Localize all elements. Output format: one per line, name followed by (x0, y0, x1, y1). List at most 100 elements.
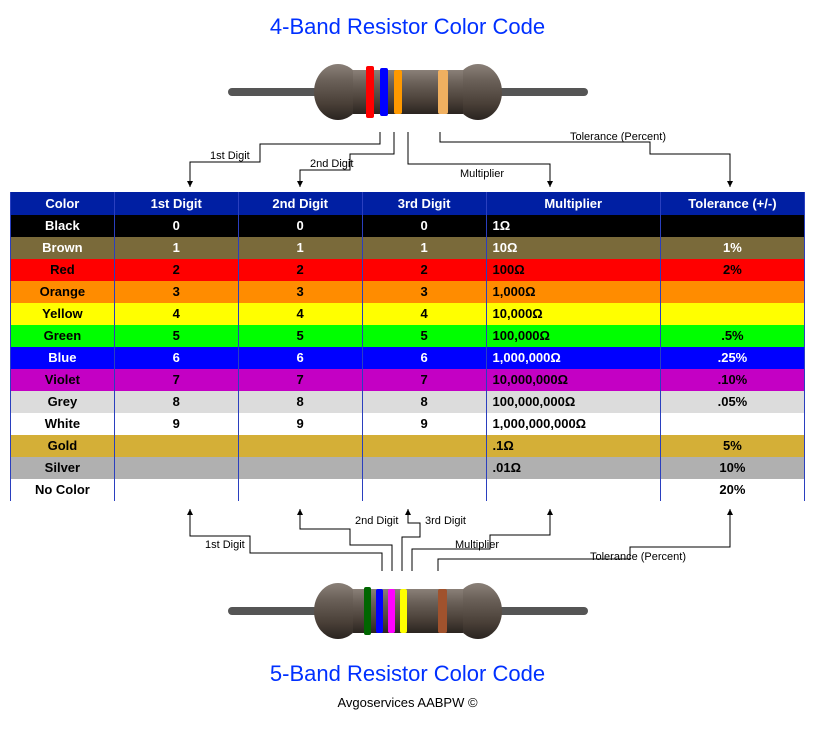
table-cell: 4 (362, 303, 486, 325)
table-cell: 7 (238, 369, 362, 391)
callout-1st-digit-bottom: 1st Digit (205, 539, 245, 551)
table-row: Blue6661,000,000Ω.25% (11, 347, 805, 369)
table-cell (362, 479, 486, 501)
callout-3rd-digit-bottom: 3rd Digit (425, 515, 466, 527)
table-cell: 6 (362, 347, 486, 369)
table-cell: Brown (11, 237, 115, 259)
table-cell: Black (11, 215, 115, 237)
table-cell: 1,000Ω (486, 281, 660, 303)
table-cell: 4 (114, 303, 238, 325)
table-cell (362, 457, 486, 479)
title-4band: 4-Band Resistor Color Code (10, 14, 805, 40)
table-cell: 6 (238, 347, 362, 369)
table-cell: 1Ω (486, 215, 660, 237)
table-cell: 9 (362, 413, 486, 435)
table-row: Violet77710,000,000Ω.10% (11, 369, 805, 391)
table-cell: .01Ω (486, 457, 660, 479)
table-cell: 4 (238, 303, 362, 325)
table-header: 1st Digit (114, 192, 238, 215)
callout-multiplier-top: Multiplier (460, 168, 504, 180)
table-cell: No Color (11, 479, 115, 501)
table-cell: Orange (11, 281, 115, 303)
table-cell: 1 (362, 237, 486, 259)
table-cell (238, 479, 362, 501)
color-code-table: Color1st Digit2nd Digit3rd DigitMultipli… (10, 192, 805, 501)
table-cell: .10% (660, 369, 804, 391)
table-cell: 5 (114, 325, 238, 347)
table-cell (238, 435, 362, 457)
table-cell: 100,000Ω (486, 325, 660, 347)
table-row: Orange3331,000Ω (11, 281, 805, 303)
table-cell (114, 435, 238, 457)
callout-tolerance-top: Tolerance (Percent) (570, 131, 666, 143)
table-cell: 1 (238, 237, 362, 259)
table-cell: 5% (660, 435, 804, 457)
table-cell: 9 (238, 413, 362, 435)
table-cell: 100Ω (486, 259, 660, 281)
table-cell: 6 (114, 347, 238, 369)
table-cell: 2 (238, 259, 362, 281)
callout-1st-digit-top: 1st Digit (210, 150, 250, 162)
table-row: Green555100,000Ω.5% (11, 325, 805, 347)
table-cell: Blue (11, 347, 115, 369)
callout-2nd-digit-bottom: 2nd Digit (355, 515, 398, 527)
credit-line: Avgoservices AABPW © (10, 695, 805, 710)
callout-tolerance-bottom: Tolerance (Percent) (590, 551, 686, 563)
table-cell (660, 281, 804, 303)
table-cell: 1 (114, 237, 238, 259)
table-cell: 3 (238, 281, 362, 303)
table-cell: 10,000Ω (486, 303, 660, 325)
table-cell: 2 (114, 259, 238, 281)
table-cell: White (11, 413, 115, 435)
table-cell: 10Ω (486, 237, 660, 259)
table-cell: Yellow (11, 303, 115, 325)
table-cell: 3 (114, 281, 238, 303)
callouts-top: 1st Digit 2nd Digit Multiplier Tolerance… (10, 132, 805, 192)
table-header: Tolerance (+/-) (660, 192, 804, 215)
table-cell: 8 (238, 391, 362, 413)
table-cell (114, 479, 238, 501)
table-header: Multiplier (486, 192, 660, 215)
table-row: Silver.01Ω10% (11, 457, 805, 479)
table-cell: 7 (114, 369, 238, 391)
resistor-4band (10, 52, 805, 132)
table-cell: 5 (362, 325, 486, 347)
table-header: 3rd Digit (362, 192, 486, 215)
table-cell: 20% (660, 479, 804, 501)
table-header: Color (11, 192, 115, 215)
table-cell: 9 (114, 413, 238, 435)
table-cell: .05% (660, 391, 804, 413)
table-cell (238, 457, 362, 479)
title-5band: 5-Band Resistor Color Code (10, 661, 805, 687)
table-cell: 0 (362, 215, 486, 237)
table-cell: 0 (238, 215, 362, 237)
table-row: Red222100Ω2% (11, 259, 805, 281)
table-cell: 3 (362, 281, 486, 303)
table-cell (660, 215, 804, 237)
table-cell: 10% (660, 457, 804, 479)
table-row: Gold.1Ω5% (11, 435, 805, 457)
table-cell: 8 (114, 391, 238, 413)
table-cell: Red (11, 259, 115, 281)
table-row: Brown11110Ω1% (11, 237, 805, 259)
table-cell: Green (11, 325, 115, 347)
table-cell: 1% (660, 237, 804, 259)
table-cell: 1,000,000Ω (486, 347, 660, 369)
table-cell: 8 (362, 391, 486, 413)
table-cell: 2% (660, 259, 804, 281)
table-row: White9991,000,000,000Ω (11, 413, 805, 435)
table-cell: Violet (11, 369, 115, 391)
callout-multiplier-bottom: Multiplier (455, 539, 499, 551)
table-cell: 7 (362, 369, 486, 391)
table-cell: Gold (11, 435, 115, 457)
table-cell: 5 (238, 325, 362, 347)
table-row: Grey888100,000,000Ω.05% (11, 391, 805, 413)
table-cell: 2 (362, 259, 486, 281)
table-cell: .25% (660, 347, 804, 369)
table-cell: 1,000,000,000Ω (486, 413, 660, 435)
table-cell: 0 (114, 215, 238, 237)
callout-2nd-digit-top: 2nd Digit (310, 158, 353, 170)
table-cell (660, 413, 804, 435)
table-cell (486, 479, 660, 501)
table-row: Yellow44410,000Ω (11, 303, 805, 325)
